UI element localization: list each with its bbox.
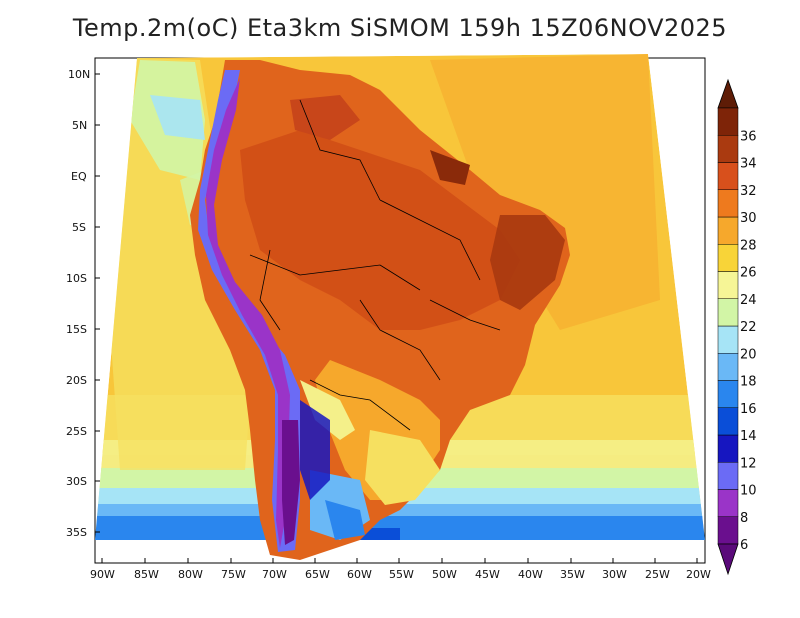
colorbar-segment	[717, 298, 739, 327]
colorbar-segment	[717, 271, 739, 299]
lon-label: 75W	[221, 568, 246, 581]
lon-label: 50W	[432, 568, 457, 581]
colorbar-segment	[717, 325, 739, 354]
colorbar-label: 8	[740, 511, 748, 526]
colorbar: 6 8 10 12 14 16 18 20 22 24 26 28 30 32 34 36	[717, 78, 757, 576]
lon-label: 65W	[305, 568, 330, 581]
lat-label: 30S	[66, 475, 87, 488]
lat-label: 15S	[66, 323, 87, 336]
colorbar-segment	[717, 216, 739, 245]
colorbar-segment	[717, 407, 739, 436]
colorbar-segment	[717, 107, 739, 136]
colorbar-label: 28	[740, 238, 757, 253]
lon-label: 35W	[560, 568, 585, 581]
colorbar-label: 34	[740, 157, 757, 172]
map-title: Temp.2m(oC) Eta3km SiSMOM 159h 15Z06NOV2…	[72, 14, 728, 42]
lat-label: 20S	[66, 374, 87, 387]
colorbar-label: 6	[740, 538, 748, 553]
colorbar-segment	[717, 162, 739, 190]
colorbar-label: 36	[740, 129, 757, 144]
colorbar-label: 18	[740, 375, 757, 390]
colorbar-over-triangle	[717, 78, 739, 109]
lon-label: 45W	[475, 568, 500, 581]
colorbar-segment	[717, 434, 739, 463]
lon-label: 20W	[686, 568, 711, 581]
colorbar-label: 26	[740, 266, 757, 281]
lon-label: 60W	[347, 568, 372, 581]
lon-label: 55W	[389, 568, 414, 581]
colorbar-label: 30	[740, 211, 757, 226]
lon-label: 25W	[645, 568, 670, 581]
colorbar-label: 14	[740, 429, 757, 444]
colorbar-label: 12	[740, 456, 757, 471]
longitude-axis: 90W 85W 80W 75W 70W 65W 60W 55W 50W 45W …	[90, 558, 711, 581]
country-borders	[249, 99, 501, 431]
lat-label: 35S	[66, 526, 87, 539]
colorbar-label: 22	[740, 320, 757, 335]
colorbar-segment	[717, 244, 739, 272]
colorbar-segment	[717, 135, 739, 163]
lon-label: 85W	[134, 568, 159, 581]
colorbar-segment	[717, 489, 739, 517]
lon-label: 80W	[178, 568, 203, 581]
colorbar-segment	[717, 516, 739, 545]
colorbar-label: 10	[740, 484, 757, 499]
latitude-axis: 10N 5N EQ 5S 10S 15S 20S 25S 30S 35S	[66, 68, 100, 539]
colorbar-label: 16	[740, 402, 757, 417]
lat-label: 10S	[66, 272, 87, 285]
lat-label: 10N	[68, 68, 90, 81]
lat-label: EQ	[71, 170, 87, 183]
colorbar-label: 24	[740, 293, 757, 308]
colorbar-segment	[717, 189, 739, 218]
lon-label: 70W	[262, 568, 287, 581]
lat-label: 5N	[72, 119, 87, 132]
colorbar-under-triangle	[717, 543, 739, 576]
colorbar-segment	[717, 462, 739, 490]
lon-label: 30W	[602, 568, 627, 581]
colorbar-label: 32	[740, 184, 757, 199]
colorbar-label: 20	[740, 347, 757, 362]
south-america-land	[190, 60, 570, 560]
lon-label: 90W	[90, 568, 115, 581]
colorbar-segment	[717, 353, 739, 381]
colorbar-segment	[717, 380, 739, 408]
lat-label: 5S	[72, 221, 86, 234]
lat-label: 25S	[66, 425, 87, 438]
lon-label: 40W	[518, 568, 543, 581]
